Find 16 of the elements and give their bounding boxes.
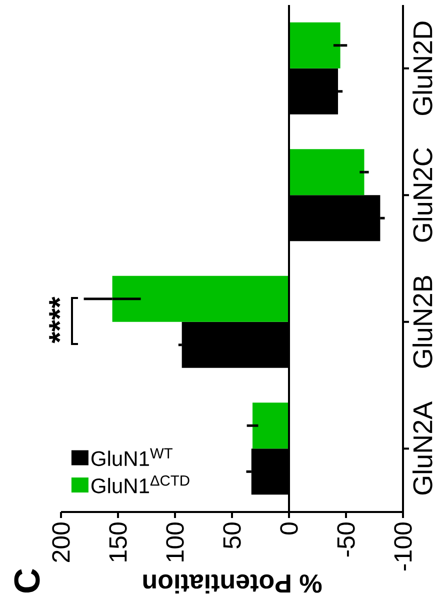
text: **** [49, 296, 60, 344]
text: C [14, 568, 40, 593]
y-tick-label: GluN2D [412, 22, 432, 116]
y-tick-label: GluN2B [412, 276, 432, 368]
legend-label: GluN1$^{WT}$ [92, 448, 172, 466]
x-tick-label: 200 [52, 522, 70, 562]
y-tick-label: GluN2C [412, 148, 432, 242]
legend-label: GluN1$^{ΔCTD}$ [92, 475, 190, 494]
x-tick-label: 50 [223, 522, 241, 548]
x-tick-label: -100 [394, 522, 412, 570]
x-tick-label: -50 [337, 522, 355, 557]
x-tick-label: 0 [280, 522, 298, 534]
x-axis-title: % Potentiation [143, 574, 322, 594]
x-tick-label: 100 [166, 522, 184, 562]
x-tick-label: 150 [109, 522, 127, 562]
y-tick-label: GluN2A [412, 401, 432, 495]
